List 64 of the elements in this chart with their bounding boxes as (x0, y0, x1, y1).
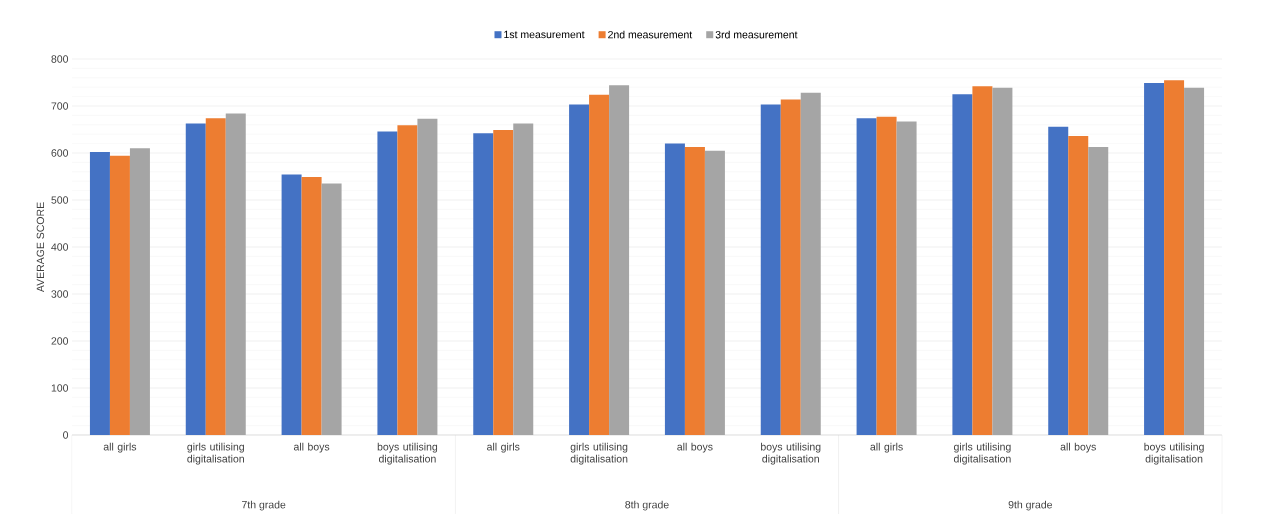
bar (972, 86, 993, 435)
legend-label: 2nd measurement (608, 30, 693, 39)
bar (609, 85, 630, 435)
bar (397, 125, 418, 435)
y-tick-label: 0 (63, 431, 69, 439)
bar (896, 121, 917, 435)
bar (760, 104, 781, 435)
x-tick-label: girls utilising digitalisation (187, 442, 244, 465)
y-tick-label: 300 (51, 290, 69, 298)
x-tick-label: boys utilising digitalisation (761, 442, 821, 465)
x-tick-label: all boys (293, 442, 330, 453)
bar (321, 183, 342, 435)
bar (1068, 136, 1089, 435)
x-tick-label: all boys (1060, 442, 1096, 453)
x-tick-label: all girls (870, 442, 903, 453)
x-tick-label: all boys (677, 442, 713, 453)
x-tick-label: boys utilising digitalisation (1144, 442, 1204, 465)
bar (589, 94, 610, 435)
x-tick-label: all girls (487, 442, 520, 453)
bar (1048, 126, 1069, 435)
bar (417, 118, 438, 435)
bar (952, 94, 973, 435)
y-tick-label: 600 (51, 149, 69, 157)
bar (569, 104, 590, 435)
bar (800, 92, 821, 435)
bar (1088, 146, 1109, 435)
y-tick-label: 800 (51, 55, 69, 63)
x-tick-label: boys utilising digitalisation (377, 442, 438, 465)
x-tick-label: girls utilising digitalisation (570, 442, 628, 465)
text: 7th grade (242, 500, 286, 511)
bar (377, 131, 398, 435)
bar (225, 113, 246, 435)
y-tick-label: 700 (51, 102, 69, 110)
bar (185, 123, 206, 435)
x-tick-label: all girls (103, 442, 137, 453)
bar (473, 133, 494, 435)
y-tick-label: 500 (51, 196, 69, 204)
bar (1144, 82, 1165, 435)
bar (89, 152, 110, 435)
text: 8th grade (625, 500, 669, 511)
bar (664, 143, 685, 435)
y-tick-label: 200 (51, 337, 69, 345)
bar (493, 129, 514, 435)
bar (129, 148, 150, 435)
legend-label: 3rd measurement (715, 30, 798, 39)
bar (1164, 80, 1185, 435)
bar (513, 123, 534, 435)
bar (1184, 87, 1205, 435)
bar (856, 118, 877, 435)
bar (281, 174, 302, 435)
bar (205, 118, 226, 435)
y-tick-label: 100 (51, 384, 69, 392)
bar (684, 146, 705, 435)
text: 9th grade (1008, 500, 1053, 511)
legend-label: 1st measurement (504, 30, 585, 39)
bar (780, 99, 801, 435)
bar (876, 116, 897, 435)
bar (301, 176, 322, 435)
bar (109, 155, 130, 435)
bar (704, 150, 725, 435)
y-tick-label: 400 (51, 243, 69, 251)
bar (992, 87, 1013, 435)
x-tick-label: girls utilising digitalisation (953, 442, 1011, 465)
y-axis-title: AVERAGE SCORE (36, 202, 45, 293)
